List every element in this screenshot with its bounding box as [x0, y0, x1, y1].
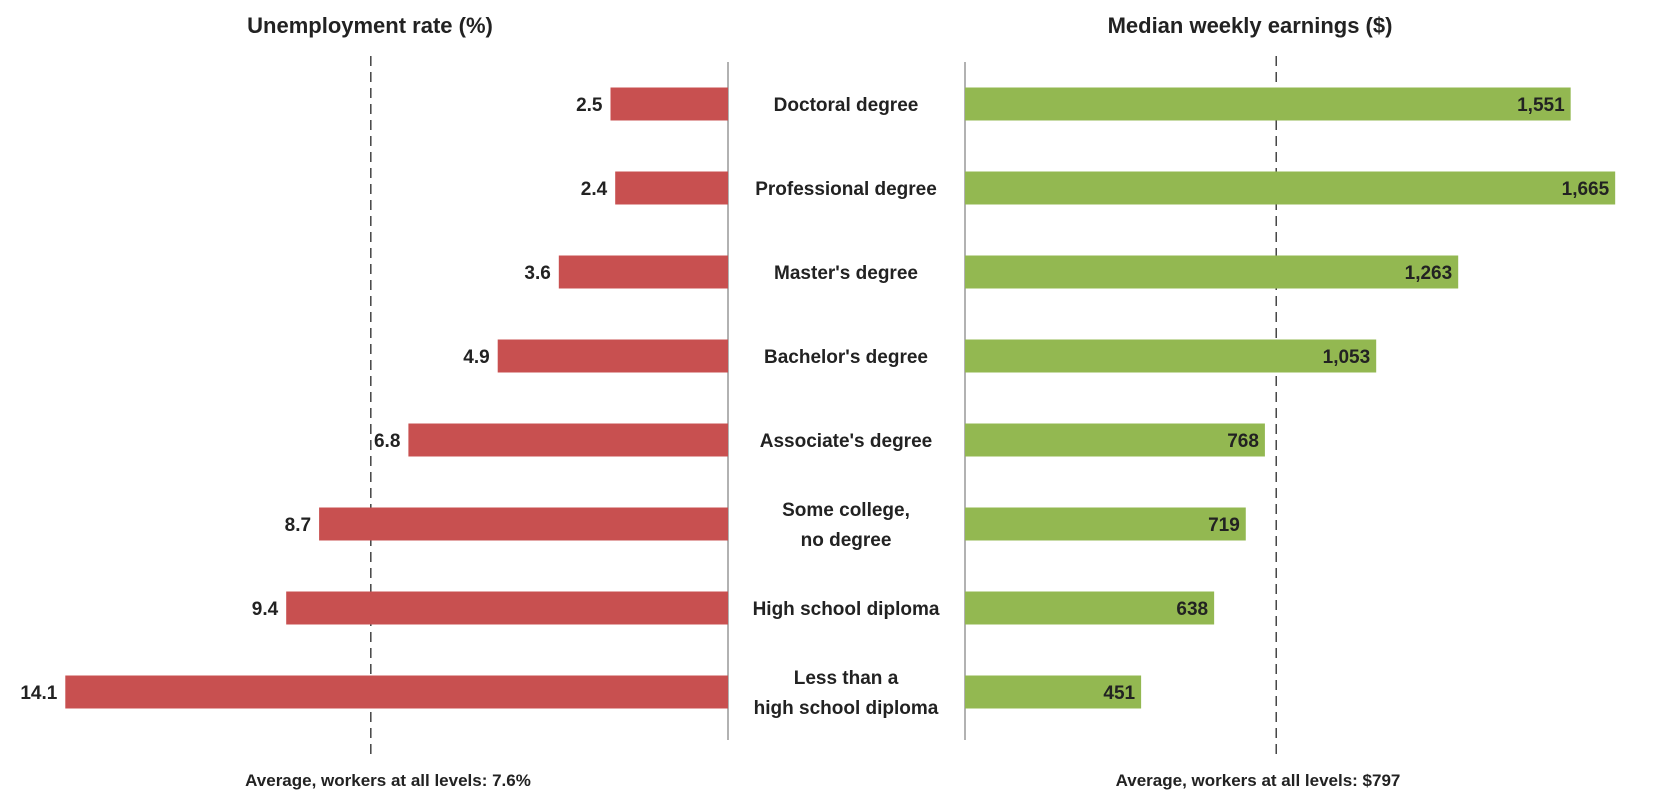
unemployment-title: Unemployment rate (%) [247, 13, 493, 38]
category-label: Less than a high school diploma [754, 668, 939, 719]
unemployment-value-label: 2.5 [576, 95, 603, 116]
unemployment-value-label: 3.6 [524, 263, 550, 284]
unemployment-bar [615, 171, 728, 205]
category-label-line: Professional degree [755, 179, 937, 200]
unemployment-value-label: 6.8 [374, 431, 400, 452]
earnings-value-label: 451 [1103, 683, 1135, 704]
category-label: High school diploma [753, 599, 940, 620]
earnings-value-label: 1,551 [1517, 95, 1565, 116]
earnings-bar [965, 339, 1377, 373]
earnings-bar [965, 591, 1215, 625]
earnings-bar [965, 171, 1616, 205]
category-label-line: Doctoral degree [774, 95, 919, 116]
category-label-line: Associate's degree [760, 431, 932, 452]
earnings-bar [965, 87, 1571, 121]
category-label-line: High school diploma [753, 599, 940, 620]
category-label-line: Master's degree [774, 263, 918, 284]
category-label-line: high school diploma [754, 698, 939, 719]
unemployment-bar [65, 675, 729, 709]
earnings-average-label: Average, workers at all levels: $797 [1116, 771, 1401, 790]
unemployment-bar [610, 87, 728, 121]
category-label-line: no degree [801, 530, 892, 551]
earnings-value-label: 638 [1176, 599, 1208, 620]
unemployment-bar [497, 339, 728, 373]
unemployment-average-label: Average, workers at all levels: 7.6% [245, 771, 531, 790]
earnings-bar [965, 255, 1459, 289]
category-label-line: Some college, [782, 500, 910, 521]
earnings-value-label: 1,263 [1405, 263, 1453, 284]
category-label-line: Bachelor's degree [764, 347, 928, 368]
category-label: Professional degree [755, 179, 937, 200]
unemployment-value-label: 2.4 [581, 179, 608, 200]
unemployment-value-label: 4.9 [463, 347, 489, 368]
unemployment-value-label: 14.1 [20, 683, 57, 704]
chart-rows: 2.5 1,551 Doctoral degree 2.4 1,665 Professio… [20, 87, 1616, 719]
category-label: Some college, no degree [782, 500, 910, 551]
earnings-value-label: 1,665 [1562, 179, 1610, 200]
earnings-bar [965, 675, 1142, 709]
earnings-bar [965, 423, 1265, 457]
category-label: Associate's degree [760, 431, 932, 452]
category-label-line: Less than a [794, 668, 899, 689]
unemployment-bar [286, 591, 728, 625]
unemployment-bar [408, 423, 728, 457]
earnings-title: Median weekly earnings ($) [1108, 13, 1393, 38]
category-label: Bachelor's degree [764, 347, 928, 368]
earnings-value-label: 719 [1208, 515, 1240, 536]
earnings-value-label: 768 [1227, 431, 1259, 452]
unemployment-value-label: 9.4 [252, 599, 279, 620]
earnings-bar [965, 507, 1246, 541]
category-label: Master's degree [774, 263, 918, 284]
unemployment-value-label: 8.7 [285, 515, 311, 536]
unemployment-bar [558, 255, 728, 289]
earnings-value-label: 1,053 [1323, 347, 1371, 368]
unemployment-bar [319, 507, 728, 541]
category-label: Doctoral degree [774, 95, 919, 116]
